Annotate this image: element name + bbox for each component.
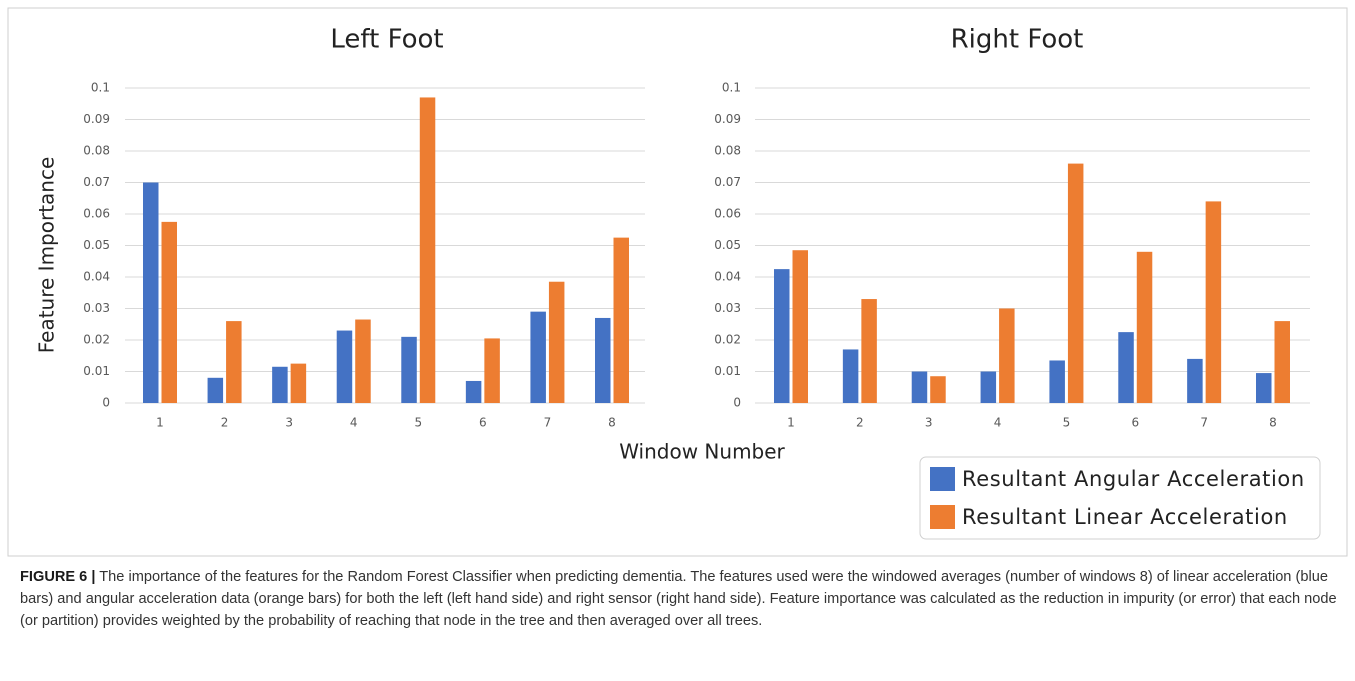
bar: [484, 338, 500, 403]
bar: [1136, 251, 1153, 403]
x-axis-label: Window Number: [619, 440, 785, 464]
y-tick-label: 0.01: [714, 364, 741, 378]
legend-swatch: [930, 467, 955, 491]
bar: [911, 371, 928, 403]
y-tick-label: 0.07: [83, 175, 110, 189]
bar: [1067, 163, 1084, 403]
bar: [272, 366, 288, 403]
x-tick-label: 5: [414, 416, 422, 430]
y-tick-label: 0.05: [83, 238, 110, 252]
chart-title: Left Foot: [330, 25, 443, 55]
bar: [980, 371, 997, 403]
x-tick-label: 3: [285, 416, 293, 430]
bar: [792, 250, 808, 403]
bar: [226, 321, 242, 403]
bar: [530, 311, 546, 403]
y-tick-label: 0.1: [722, 81, 741, 95]
x-tick-label: 4: [350, 416, 358, 430]
y-tick-label: 0.02: [714, 333, 741, 347]
y-tick-label: 0.09: [714, 112, 741, 126]
x-tick-label: 7: [1200, 416, 1208, 430]
x-tick-label: 1: [156, 416, 164, 430]
bar: [595, 317, 611, 403]
y-tick-label: 0: [733, 396, 741, 410]
figure-border: [7, 7, 1348, 557]
y-tick-label: 0.05: [714, 238, 741, 252]
bar: [161, 221, 177, 403]
y-tick-label: 0.04: [83, 270, 110, 284]
y-tick-label: 0.01: [83, 364, 110, 378]
bar: [861, 299, 877, 403]
caption-label: FIGURE 6 |: [20, 569, 96, 585]
bar: [999, 308, 1015, 403]
y-tick-label: 0.1: [91, 81, 110, 95]
x-tick-label: 1: [787, 416, 795, 430]
y-tick-label: 0.07: [714, 175, 741, 189]
bar: [207, 377, 224, 403]
bar: [401, 336, 417, 403]
bar: [1118, 332, 1134, 403]
x-tick-label: 4: [994, 416, 1002, 430]
bar: [1187, 358, 1203, 403]
x-tick-label: 8: [1269, 416, 1277, 430]
y-tick-label: 0.08: [714, 144, 741, 158]
bar: [1049, 360, 1065, 403]
bar: [336, 330, 353, 403]
bar: [548, 281, 565, 403]
bar: [774, 269, 790, 403]
y-tick-label: 0.08: [83, 144, 110, 158]
x-tick-label: 8: [608, 416, 616, 430]
y-tick-label: 0: [102, 396, 110, 410]
x-tick-label: 3: [925, 416, 933, 430]
bar: [419, 97, 436, 403]
y-tick-label: 0.02: [83, 333, 110, 347]
y-tick-label: 0.03: [83, 301, 110, 315]
x-tick-label: 6: [1131, 416, 1139, 430]
bar: [1256, 373, 1272, 403]
bar: [355, 319, 371, 403]
y-tick-label: 0.03: [714, 301, 741, 315]
y-tick-label: 0.04: [714, 270, 741, 284]
bar: [930, 376, 946, 403]
bar: [1205, 201, 1222, 403]
legend-label: Resultant Angular Acceleration: [962, 467, 1305, 491]
y-tick-label: 0.06: [83, 207, 110, 221]
caption-text: The importance of the features for the R…: [20, 569, 1337, 629]
bar: [290, 363, 307, 403]
caption: FIGURE 6 | The importance of the feature…: [20, 566, 1338, 632]
figure: Feature Importance Window Number Left Fo…: [7, 7, 1348, 557]
y-tick-label: 0.06: [714, 207, 741, 221]
bar: [613, 237, 629, 403]
x-tick-label: 7: [544, 416, 552, 430]
x-tick-label: 6: [479, 416, 487, 430]
y-tick-label: 0.09: [83, 112, 110, 126]
y-axis-label: Feature Importance: [35, 157, 59, 354]
legend: [919, 456, 1321, 540]
bar: [1274, 321, 1290, 403]
chart-title: Right Foot: [951, 25, 1084, 55]
legend-swatch: [930, 505, 955, 529]
bar: [465, 380, 482, 403]
x-tick-label: 2: [856, 416, 864, 430]
legend-label: Resultant Linear Acceleration: [962, 505, 1288, 529]
x-tick-label: 2: [221, 416, 229, 430]
bar: [143, 182, 159, 403]
bar: [842, 349, 859, 403]
x-tick-label: 5: [1063, 416, 1071, 430]
